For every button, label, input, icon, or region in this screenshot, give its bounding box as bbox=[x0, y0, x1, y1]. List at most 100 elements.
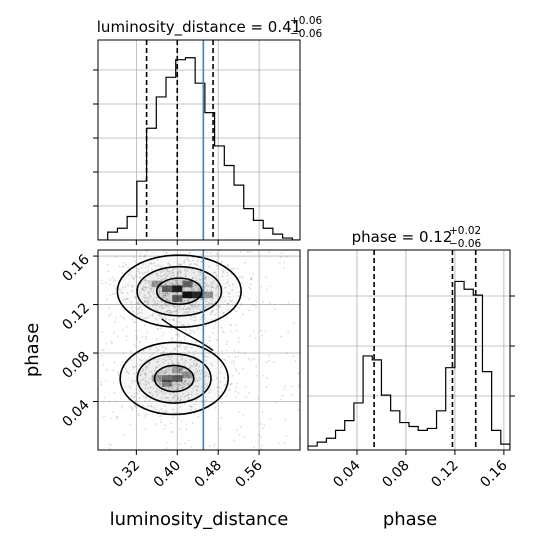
sample-point bbox=[171, 272, 174, 274]
sample-point bbox=[168, 305, 170, 307]
sample-point bbox=[166, 397, 168, 399]
sample-point bbox=[191, 246, 193, 248]
sample-point bbox=[185, 308, 187, 311]
sample-point bbox=[121, 286, 124, 289]
sample-point bbox=[127, 283, 129, 286]
sample-point bbox=[157, 348, 160, 351]
sample-point bbox=[208, 339, 211, 342]
sample-point bbox=[164, 379, 166, 382]
sample-point bbox=[152, 251, 155, 254]
sample-point bbox=[220, 327, 223, 329]
sample-point bbox=[182, 288, 185, 291]
sample-point bbox=[127, 273, 130, 276]
sample-point bbox=[183, 395, 186, 398]
sample-point bbox=[212, 280, 215, 282]
sample-point bbox=[171, 350, 174, 353]
sample-point bbox=[211, 286, 214, 288]
sample-point bbox=[155, 366, 158, 369]
sample-point bbox=[180, 367, 183, 370]
sample-point bbox=[139, 364, 142, 367]
sample-point bbox=[156, 274, 159, 277]
sample-point bbox=[160, 277, 163, 280]
sample-point bbox=[178, 268, 181, 271]
sample-point bbox=[172, 284, 175, 286]
sample-point bbox=[134, 274, 137, 277]
sample-point bbox=[151, 299, 154, 302]
sample-point bbox=[111, 276, 114, 279]
sample-point bbox=[220, 261, 223, 264]
sample-point bbox=[187, 397, 190, 400]
sample-point bbox=[184, 380, 187, 383]
sample-point bbox=[155, 265, 157, 267]
sample-point bbox=[149, 348, 152, 351]
sample-point bbox=[160, 271, 162, 274]
sample-point bbox=[164, 317, 167, 320]
sample-point bbox=[161, 351, 164, 354]
sample-point bbox=[144, 286, 147, 289]
sample-point bbox=[231, 299, 234, 302]
sample-point bbox=[147, 298, 150, 301]
sample-point bbox=[212, 309, 215, 312]
sample-point bbox=[203, 375, 206, 378]
sample-point bbox=[71, 290, 73, 292]
sample-point bbox=[182, 367, 185, 370]
sample-point bbox=[186, 258, 189, 261]
sample-point bbox=[249, 335, 251, 337]
sample-point bbox=[226, 263, 229, 266]
sample-point bbox=[290, 393, 293, 396]
sample-point bbox=[149, 223, 151, 225]
sample-point bbox=[107, 307, 110, 309]
sample-point bbox=[158, 372, 161, 375]
sample-point bbox=[185, 370, 188, 373]
sample-point bbox=[164, 277, 166, 280]
sample-point bbox=[229, 383, 232, 386]
sample-point bbox=[177, 333, 180, 336]
tick-label: 0.08 bbox=[379, 458, 412, 491]
contour-line bbox=[136, 265, 223, 317]
sample-point bbox=[227, 355, 230, 358]
sample-point bbox=[179, 263, 182, 266]
sample-point bbox=[142, 263, 145, 266]
density-pixel bbox=[161, 375, 173, 382]
sample-point bbox=[165, 276, 168, 279]
sample-point bbox=[237, 340, 240, 343]
sample-point bbox=[144, 373, 147, 375]
sample-point bbox=[114, 321, 116, 324]
sample-point bbox=[183, 383, 186, 386]
sample-point bbox=[215, 264, 218, 267]
sample-point bbox=[138, 340, 141, 343]
sample-point bbox=[167, 354, 170, 357]
sample-point bbox=[146, 280, 149, 283]
sample-point bbox=[165, 283, 168, 286]
sample-point bbox=[184, 442, 187, 445]
sample-point bbox=[160, 266, 163, 269]
sample-point bbox=[124, 263, 127, 266]
sample-point bbox=[186, 270, 188, 273]
sample-point bbox=[250, 359, 253, 362]
sample-point bbox=[161, 292, 164, 295]
sample-point bbox=[131, 407, 134, 410]
sample-point bbox=[170, 311, 173, 314]
panel-frame bbox=[307, 249, 511, 451]
sample-point bbox=[150, 280, 152, 283]
tick-label: 0.16 bbox=[59, 252, 92, 285]
sample-point bbox=[191, 288, 194, 291]
sample-point bbox=[156, 296, 158, 299]
x-ticks: 0.04 0.08 0.12 0.16 bbox=[330, 450, 511, 491]
tick-label: 0.48 bbox=[192, 458, 225, 491]
sample-point bbox=[177, 362, 179, 365]
sample-point bbox=[151, 282, 154, 285]
sample-point bbox=[158, 378, 161, 381]
sample-point bbox=[132, 366, 135, 369]
sample-point bbox=[114, 292, 116, 295]
sample-point bbox=[172, 268, 175, 271]
sample-point bbox=[146, 366, 149, 369]
sample-point bbox=[160, 264, 163, 267]
sample-point bbox=[119, 289, 122, 292]
sample-point bbox=[161, 296, 164, 299]
sample-point bbox=[204, 281, 206, 284]
sample-point bbox=[155, 391, 158, 393]
sample-point bbox=[187, 370, 190, 373]
sample-point bbox=[235, 369, 238, 372]
sample-point bbox=[144, 254, 147, 256]
